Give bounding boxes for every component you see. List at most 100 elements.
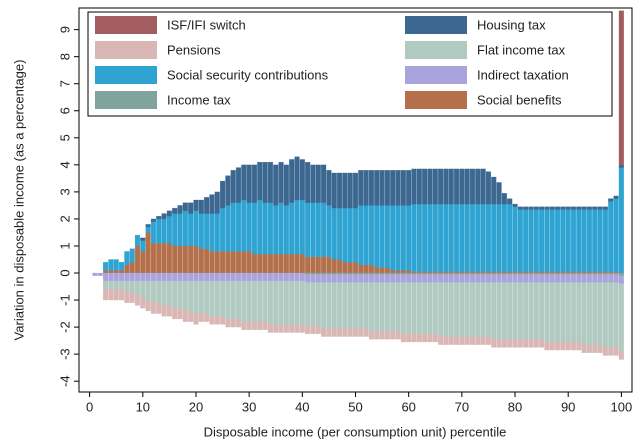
bar-segment: [129, 261, 135, 274]
bar-segment: [283, 272, 289, 282]
bar-segment: [209, 194, 215, 214]
bar-segment: [406, 170, 412, 206]
bar-segment: [118, 272, 125, 282]
bar-segment: [592, 274, 598, 283]
bar-segment: [326, 282, 332, 329]
x-tick-label: 10: [136, 399, 150, 414]
bar-segment: [336, 272, 343, 275]
bar-segment: [134, 280, 141, 295]
bar-segment: [273, 253, 279, 274]
bar-segment: [469, 271, 476, 274]
bar-segment: [219, 280, 226, 317]
bar-segment: [560, 206, 566, 210]
bar-segment: [342, 272, 348, 275]
bar-segment: [374, 272, 380, 275]
bar-segment: [342, 207, 348, 263]
bar-segment: [294, 280, 300, 325]
bar-segment: [310, 256, 316, 274]
bar-segment: [469, 274, 476, 283]
bar-segment: [118, 261, 125, 271]
bar-segment: [549, 206, 555, 210]
bar-segment: [352, 172, 359, 209]
bar-segment: [618, 10, 624, 166]
bar-segment: [209, 272, 215, 282]
bar-segment: [267, 161, 274, 203]
bar-segment: [326, 256, 332, 274]
bar-segment: [443, 168, 449, 205]
bar-segment: [411, 271, 417, 274]
bar-segment: [533, 209, 539, 272]
bar-segment: [512, 282, 518, 340]
bar-segment: [134, 245, 141, 274]
bar-segment: [427, 271, 433, 274]
bar-segment: [560, 282, 566, 343]
bar-segment: [358, 170, 364, 206]
bar-segment: [235, 280, 242, 320]
y-tick-label: -1: [57, 294, 72, 306]
bar-segment: [172, 307, 178, 320]
bar-segment: [267, 280, 274, 325]
bar-segment: [592, 271, 598, 274]
bar-segment: [315, 256, 321, 274]
bar-segment: [565, 282, 571, 343]
bar-segment: [113, 289, 119, 301]
bar-segment: [150, 272, 157, 282]
legend-label: Indirect taxation: [477, 67, 569, 82]
bar-segment: [150, 302, 157, 314]
bar-segment: [118, 289, 125, 301]
bar-segment: [358, 264, 364, 274]
bar-segment: [321, 164, 327, 203]
bar-segment: [310, 164, 316, 203]
bar-segment: [145, 299, 151, 312]
bar-segment: [496, 272, 502, 275]
bar-segment: [145, 226, 151, 233]
bar-segment: [342, 172, 348, 209]
bar-segment: [406, 282, 412, 335]
bar-segment: [491, 272, 497, 275]
bar-segment: [459, 271, 465, 274]
bar-segment: [570, 271, 577, 274]
bars: [92, 10, 624, 360]
bar-segment: [225, 175, 231, 206]
bar-segment: [384, 170, 390, 206]
bar-segment: [411, 333, 417, 343]
bar-segment: [549, 341, 555, 351]
bar-segment: [512, 271, 518, 274]
bar-segment: [172, 213, 178, 247]
bar-segment: [209, 316, 215, 325]
bar-segment: [485, 171, 492, 205]
bar-segment: [257, 280, 263, 322]
bar-segment: [188, 202, 194, 214]
bar-segment: [390, 282, 396, 332]
bar-segment: [581, 209, 587, 272]
bar-segment: [129, 272, 135, 282]
bar-segment: [570, 282, 577, 343]
bar-segment: [496, 203, 502, 272]
bar-segment: [437, 168, 444, 205]
bar-segment: [523, 274, 529, 283]
bar-segment: [204, 197, 210, 214]
bar-segment: [613, 347, 619, 356]
bar-segment: [539, 274, 545, 283]
bar-segment: [501, 272, 507, 275]
bar-segment: [129, 291, 135, 303]
bar-segment: [241, 164, 247, 201]
bar-segment: [491, 339, 497, 348]
bar-segment: [310, 325, 316, 335]
bar-segment: [310, 274, 316, 283]
legend-label: ISF/IFI switch: [167, 17, 246, 32]
legend-swatch: [405, 41, 467, 59]
bar-segment: [267, 202, 274, 255]
bar-segment: [347, 272, 353, 275]
bar-segment: [560, 341, 566, 351]
bar-segment: [565, 206, 571, 210]
bar-segment: [390, 330, 396, 340]
bar-segment: [347, 172, 353, 209]
bar-segment: [289, 159, 295, 203]
bar-segment: [315, 325, 321, 335]
bar-segment: [480, 203, 486, 272]
y-tick-label: 6: [57, 107, 72, 114]
bar-segment: [219, 251, 226, 274]
bar-segment: [283, 280, 289, 325]
bar-segment: [613, 271, 619, 274]
